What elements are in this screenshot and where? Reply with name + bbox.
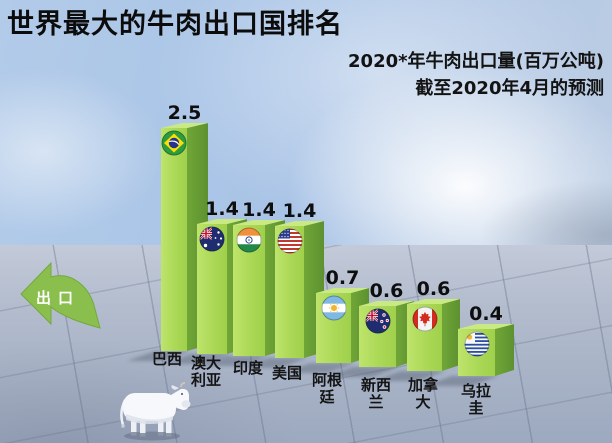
country-label-canada: 加拿大 <box>407 376 438 411</box>
bar-side-face <box>495 324 514 376</box>
country-label-new-zealand: 新西兰 <box>360 376 391 411</box>
country-label-brazil: 巴西 <box>151 350 182 368</box>
bar-shadow-argentina <box>282 363 355 373</box>
cow-icon <box>120 382 191 441</box>
subtitle-line1: 2020*年牛肉出口量(百万公吨) <box>348 51 604 72</box>
export-arrow-label: 出口 <box>36 289 81 307</box>
bar-top-face <box>233 220 285 225</box>
bar-shadow-uruguay <box>424 376 499 386</box>
bar-value-argentina: 0.7 <box>325 267 360 289</box>
bar-value-australia: 1.4 <box>205 198 239 220</box>
country-label-india: 印度 <box>232 359 263 377</box>
bar-side-face <box>442 299 460 371</box>
bar-value-usa: 1.4 <box>282 200 317 222</box>
bar-value-india: 1.4 <box>242 199 276 221</box>
bar-value-canada: 0.6 <box>416 278 451 300</box>
page-title: 世界最大的牛肉出口国排名 <box>7 9 343 40</box>
country-label-australia: 澳大 利亚 <box>190 354 221 389</box>
chart-subtitle: 2020*年牛肉出口量(百万公吨) 截至2020年4月的预测 <box>348 48 604 102</box>
bar-top-face <box>359 301 414 306</box>
uruguay-flag <box>464 331 489 357</box>
argentina-flag <box>321 295 346 321</box>
bar-value-uruguay: 0.4 <box>469 303 503 325</box>
subtitle-line2: 截至2020年4月的预测 <box>415 78 604 99</box>
bar-top-face <box>197 219 247 224</box>
canada-flag <box>412 306 437 332</box>
export-arrow-icon <box>20 261 101 329</box>
usa-flag <box>277 228 302 254</box>
bar-shadow-india <box>199 356 269 366</box>
australia-flag <box>199 226 225 252</box>
bar-shadow-brazil <box>127 351 191 361</box>
bar-top-face <box>458 324 514 329</box>
brazil-flag <box>161 130 187 156</box>
bar-shadow-usa <box>241 358 308 368</box>
bar-top-face <box>316 288 369 293</box>
country-label-usa: 美国 <box>271 364 302 382</box>
new-zealand-flag <box>365 308 390 334</box>
bar-shadow-canada <box>373 371 446 381</box>
bar-value-new-zealand: 0.6 <box>369 280 404 302</box>
country-label-uruguay: 乌拉圭 <box>460 382 491 417</box>
india-flag <box>236 227 262 253</box>
bar-front-face <box>161 128 187 351</box>
bar-top-face <box>161 123 208 128</box>
bar-shadow-australia <box>163 354 231 364</box>
country-label-argentina: 阿根廷 <box>311 371 342 406</box>
bar-top-face <box>407 299 460 304</box>
sky-background <box>0 0 612 245</box>
bar-shadow-new-zealand <box>325 367 400 377</box>
bar-value-brazil: 2.5 <box>167 102 202 124</box>
bar-top-face <box>275 221 324 226</box>
